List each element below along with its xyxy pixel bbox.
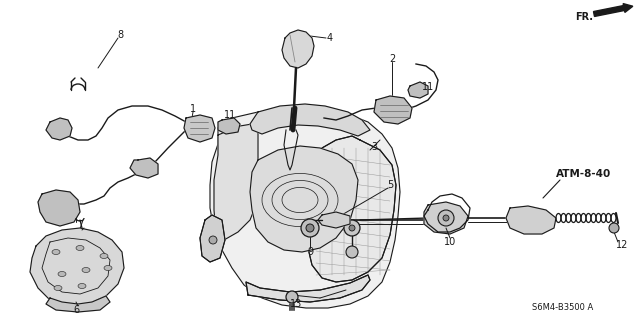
Polygon shape	[246, 275, 370, 302]
Circle shape	[443, 215, 449, 221]
Ellipse shape	[54, 286, 62, 291]
Text: 9: 9	[307, 247, 313, 257]
Text: 13: 13	[290, 299, 302, 309]
Text: 11: 11	[224, 110, 236, 120]
Circle shape	[306, 224, 314, 232]
Polygon shape	[282, 30, 314, 68]
Polygon shape	[46, 118, 72, 140]
Circle shape	[286, 291, 298, 303]
Polygon shape	[38, 190, 80, 226]
Polygon shape	[214, 124, 258, 240]
Ellipse shape	[104, 265, 112, 271]
Text: 5: 5	[387, 180, 393, 190]
Circle shape	[349, 225, 355, 231]
Ellipse shape	[82, 268, 90, 272]
Text: 10: 10	[444, 237, 456, 247]
FancyArrow shape	[593, 4, 633, 17]
Ellipse shape	[78, 284, 86, 288]
Polygon shape	[46, 296, 110, 312]
Ellipse shape	[52, 249, 60, 255]
Ellipse shape	[58, 271, 66, 277]
Circle shape	[609, 223, 619, 233]
Circle shape	[346, 246, 358, 258]
Polygon shape	[30, 228, 124, 306]
Polygon shape	[506, 206, 556, 234]
Text: S6M4-B3500 A: S6M4-B3500 A	[532, 302, 593, 311]
Polygon shape	[200, 215, 225, 262]
Polygon shape	[210, 110, 400, 308]
Polygon shape	[408, 82, 428, 98]
Text: 1: 1	[190, 104, 196, 114]
Text: FR.: FR.	[575, 12, 593, 22]
Polygon shape	[318, 212, 350, 228]
Text: 12: 12	[616, 240, 628, 250]
Ellipse shape	[76, 246, 84, 250]
Polygon shape	[130, 158, 158, 178]
Circle shape	[438, 210, 454, 226]
Text: 4: 4	[327, 33, 333, 43]
Circle shape	[301, 219, 319, 237]
Text: 8: 8	[117, 30, 123, 40]
Text: 7: 7	[77, 220, 83, 230]
Circle shape	[209, 236, 217, 244]
Text: 2: 2	[389, 54, 395, 64]
Ellipse shape	[100, 254, 108, 258]
Circle shape	[344, 220, 360, 236]
Polygon shape	[184, 115, 215, 142]
Polygon shape	[308, 136, 396, 282]
Text: 6: 6	[73, 305, 79, 315]
Text: 3: 3	[371, 142, 377, 152]
Text: ATM-8-40: ATM-8-40	[556, 169, 611, 179]
Polygon shape	[250, 104, 370, 136]
Text: 11: 11	[422, 82, 434, 92]
Polygon shape	[218, 118, 240, 134]
Polygon shape	[374, 96, 412, 124]
Polygon shape	[424, 202, 468, 234]
Polygon shape	[250, 146, 358, 252]
